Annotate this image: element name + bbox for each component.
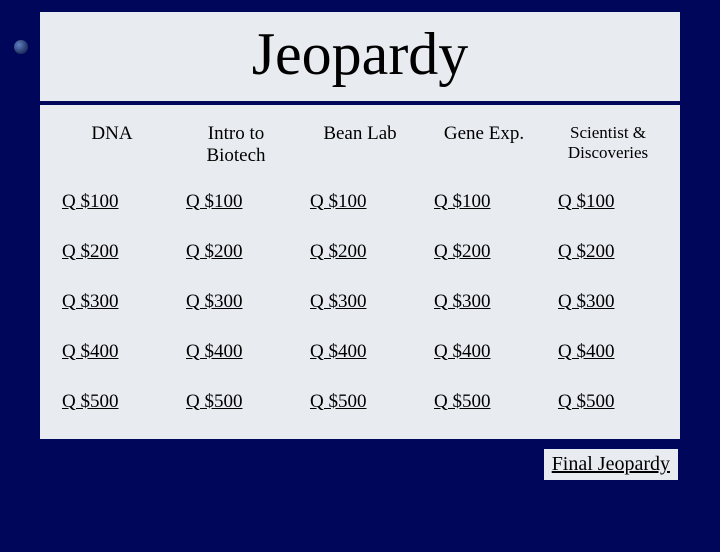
category-header: Bean Lab (298, 113, 422, 177)
category-header: DNA (50, 113, 174, 177)
question-row: Q $200Q $200Q $200Q $200Q $200 (40, 227, 680, 277)
question-cell[interactable]: Q $100 (174, 177, 298, 227)
question-row: Q $500Q $500Q $500Q $500Q $500 (40, 377, 680, 427)
category-header: Gene Exp. (422, 113, 546, 177)
question-cell[interactable]: Q $400 (174, 327, 298, 377)
category-header: Intro to Biotech (174, 113, 298, 177)
jeopardy-board: DNA Intro to Biotech Bean Lab Gene Exp. … (40, 105, 680, 439)
question-cell[interactable]: Q $200 (422, 227, 546, 277)
question-cell[interactable]: Q $400 (50, 327, 174, 377)
question-cell[interactable]: Q $500 (546, 377, 670, 427)
question-cell[interactable]: Q $200 (50, 227, 174, 277)
slide-bullet (14, 40, 28, 54)
question-cell[interactable]: Q $400 (546, 327, 670, 377)
question-cell[interactable]: Q $100 (546, 177, 670, 227)
question-cell[interactable]: Q $400 (298, 327, 422, 377)
question-cell[interactable]: Q $300 (546, 277, 670, 327)
question-cell[interactable]: Q $500 (174, 377, 298, 427)
question-cell[interactable]: Q $500 (422, 377, 546, 427)
category-row: DNA Intro to Biotech Bean Lab Gene Exp. … (40, 113, 680, 177)
game-title: Jeopardy (40, 12, 680, 101)
question-cell[interactable]: Q $500 (50, 377, 174, 427)
category-header: Scientist & Discoveries (546, 113, 670, 177)
question-cell[interactable]: Q $200 (174, 227, 298, 277)
question-row: Q $300Q $300Q $300Q $300Q $300 (40, 277, 680, 327)
question-cell[interactable]: Q $200 (546, 227, 670, 277)
question-cell[interactable]: Q $300 (422, 277, 546, 327)
question-row: Q $400Q $400Q $400Q $400Q $400 (40, 327, 680, 377)
question-cell[interactable]: Q $400 (422, 327, 546, 377)
question-row: Q $100Q $100Q $100Q $100Q $100 (40, 177, 680, 227)
question-cell[interactable]: Q $500 (298, 377, 422, 427)
question-cell[interactable]: Q $100 (50, 177, 174, 227)
question-cell[interactable]: Q $300 (298, 277, 422, 327)
final-jeopardy-link[interactable]: Final Jeopardy (544, 449, 678, 480)
question-cell[interactable]: Q $300 (174, 277, 298, 327)
final-jeopardy-row: Final Jeopardy (0, 439, 720, 480)
question-cell[interactable]: Q $100 (422, 177, 546, 227)
question-cell[interactable]: Q $100 (298, 177, 422, 227)
question-cell[interactable]: Q $300 (50, 277, 174, 327)
question-cell[interactable]: Q $200 (298, 227, 422, 277)
